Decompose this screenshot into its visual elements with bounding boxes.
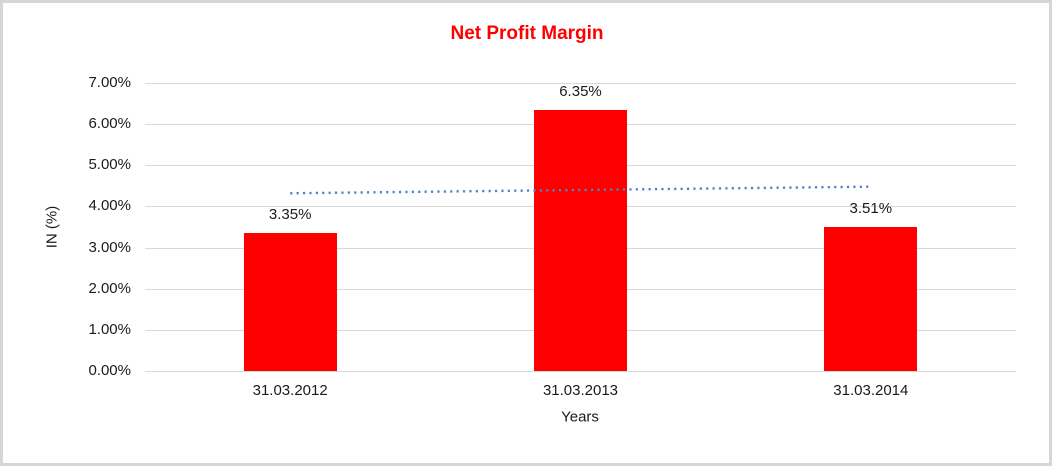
bar-value-label: 6.35% [559, 82, 602, 100]
bar [243, 233, 337, 371]
y-tick-label: 3.00% [88, 238, 131, 256]
bar [534, 109, 627, 371]
y-tick-label: 7.00% [88, 74, 131, 91]
x-tick-label: 31.03.2014 [833, 382, 909, 399]
y-tick-label: 2.00% [88, 279, 131, 297]
x-tick-label: 31.03.2012 [252, 382, 328, 399]
y-tick-label: 4.00% [88, 197, 131, 215]
y-axis-title: IN (%) [43, 205, 61, 249]
x-axis-title: Years [561, 408, 599, 426]
bar-value-label: 3.51% [849, 199, 893, 217]
gridline [145, 83, 1016, 84]
y-tick-label: 0.00% [88, 362, 131, 379]
gridline [145, 371, 1016, 372]
bar-value-label: 3.35% [268, 206, 312, 224]
y-tick-label: 6.00% [88, 115, 131, 133]
chart-title: Net Profit Margin [450, 23, 604, 44]
x-tick-label: 31.03.2013 [542, 382, 619, 399]
y-tick-label: 1.00% [88, 320, 131, 338]
y-tick-label: 5.00% [88, 156, 131, 174]
bar [824, 226, 918, 371]
